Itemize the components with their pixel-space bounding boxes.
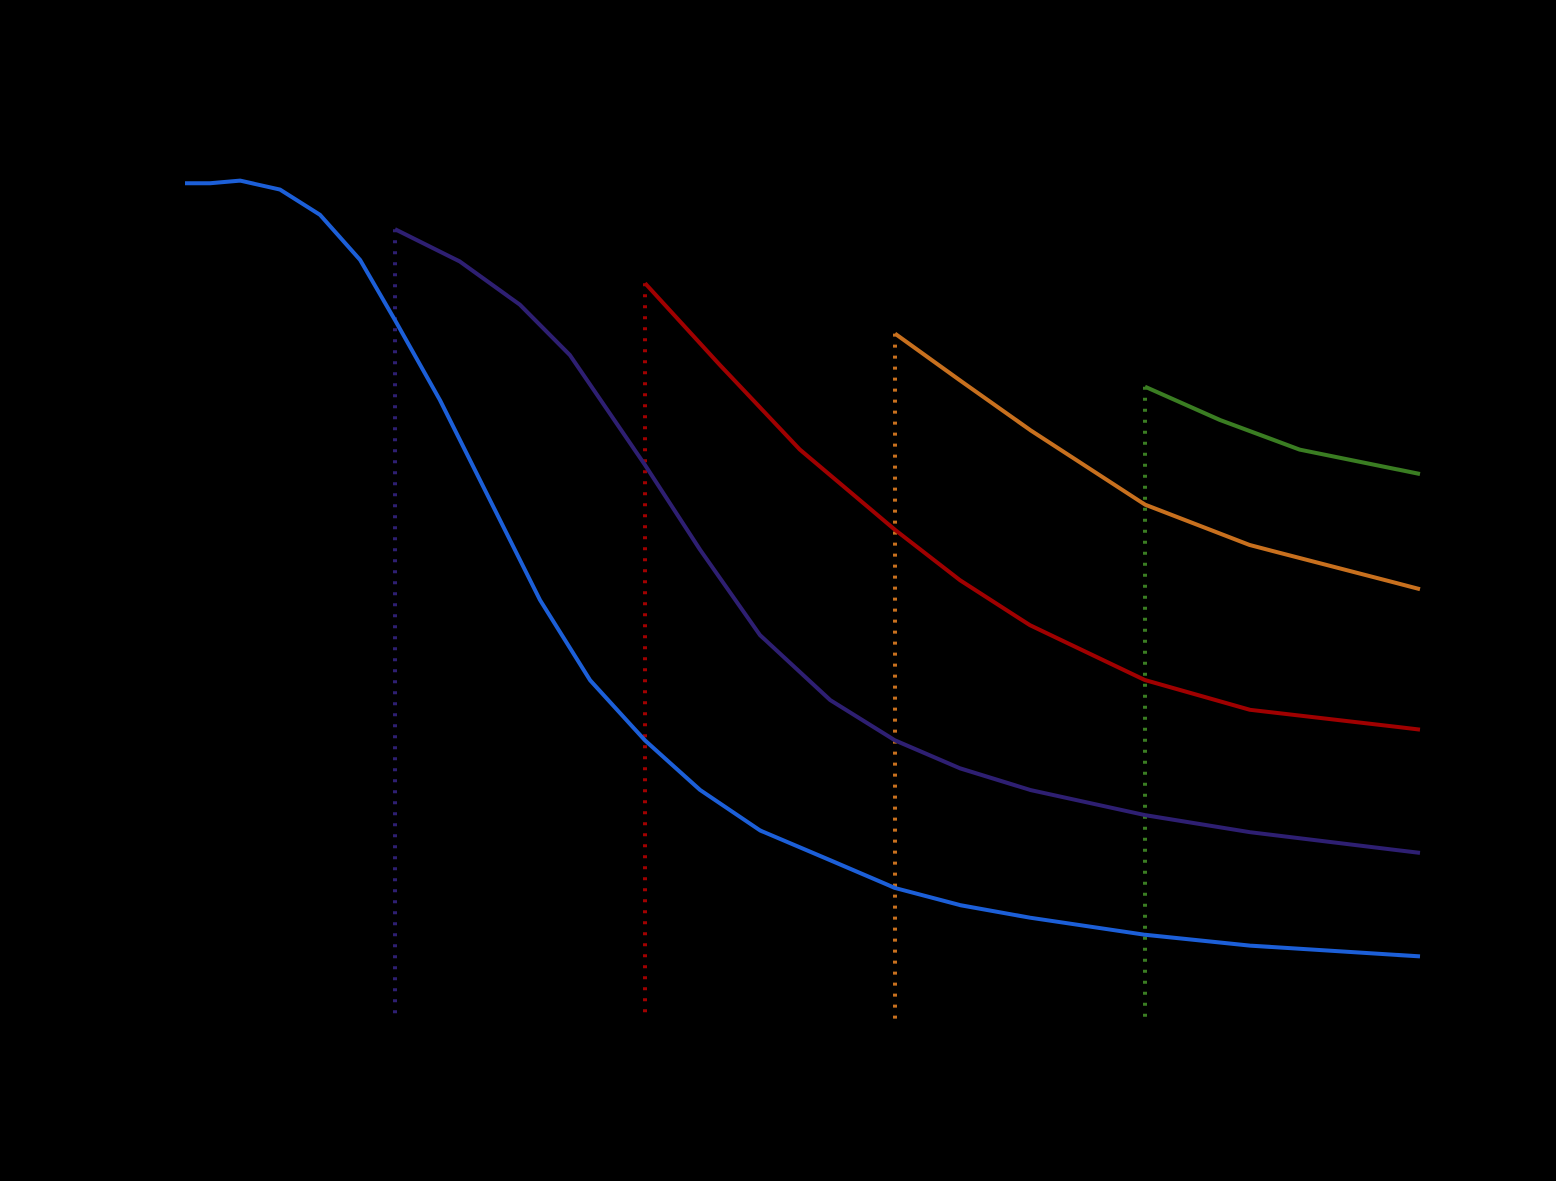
series-line [643,281,1421,732]
series-line [185,178,1421,959]
series-line [394,227,1421,855]
series-line [1144,384,1421,476]
series-line [893,331,1421,592]
